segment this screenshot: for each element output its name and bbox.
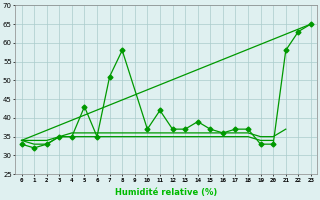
X-axis label: Humidité relative (%): Humidité relative (%): [115, 188, 217, 197]
